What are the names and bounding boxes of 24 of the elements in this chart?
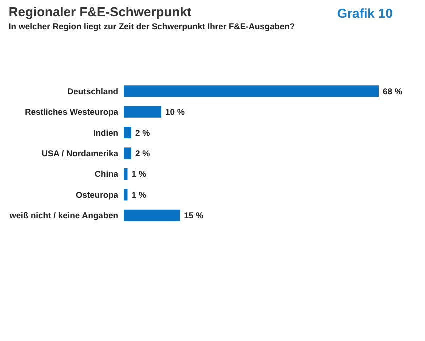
data-label: 1 %	[132, 169, 147, 180]
data-label: 2 %	[136, 128, 151, 138]
bar	[124, 106, 162, 118]
chart-title: Regionaler F&E-Schwerpunkt	[8, 4, 192, 20]
y-tick-label: USA / Nordamerika	[42, 148, 119, 158]
data-label: 1 %	[132, 190, 147, 200]
data-label: 68 %	[383, 86, 403, 96]
bar	[124, 127, 132, 139]
bar	[124, 168, 128, 180]
bar	[124, 148, 132, 160]
y-tick-label: Restliches Westeuropa	[25, 107, 119, 118]
bar	[124, 210, 180, 222]
bar	[124, 189, 128, 201]
y-tick-label: China	[94, 169, 119, 180]
y-tick-label: Indien	[93, 128, 118, 138]
data-label: 10 %	[166, 107, 186, 118]
y-tick-label: Osteuropa	[76, 190, 119, 200]
bar	[124, 86, 379, 98]
chart-subtitle: In welcher Region liegt zur Zeit der Schwerpunkt Ihrer F&E-Ausgaben?	[8, 22, 296, 32]
y-tick-label: Deutschland	[67, 86, 118, 96]
y-tick-label: weiß nicht / keine Angaben	[8, 210, 118, 221]
text: Grafik 10	[337, 6, 393, 21]
data-label: 2 %	[136, 148, 151, 158]
data-label: 15 %	[184, 210, 204, 221]
